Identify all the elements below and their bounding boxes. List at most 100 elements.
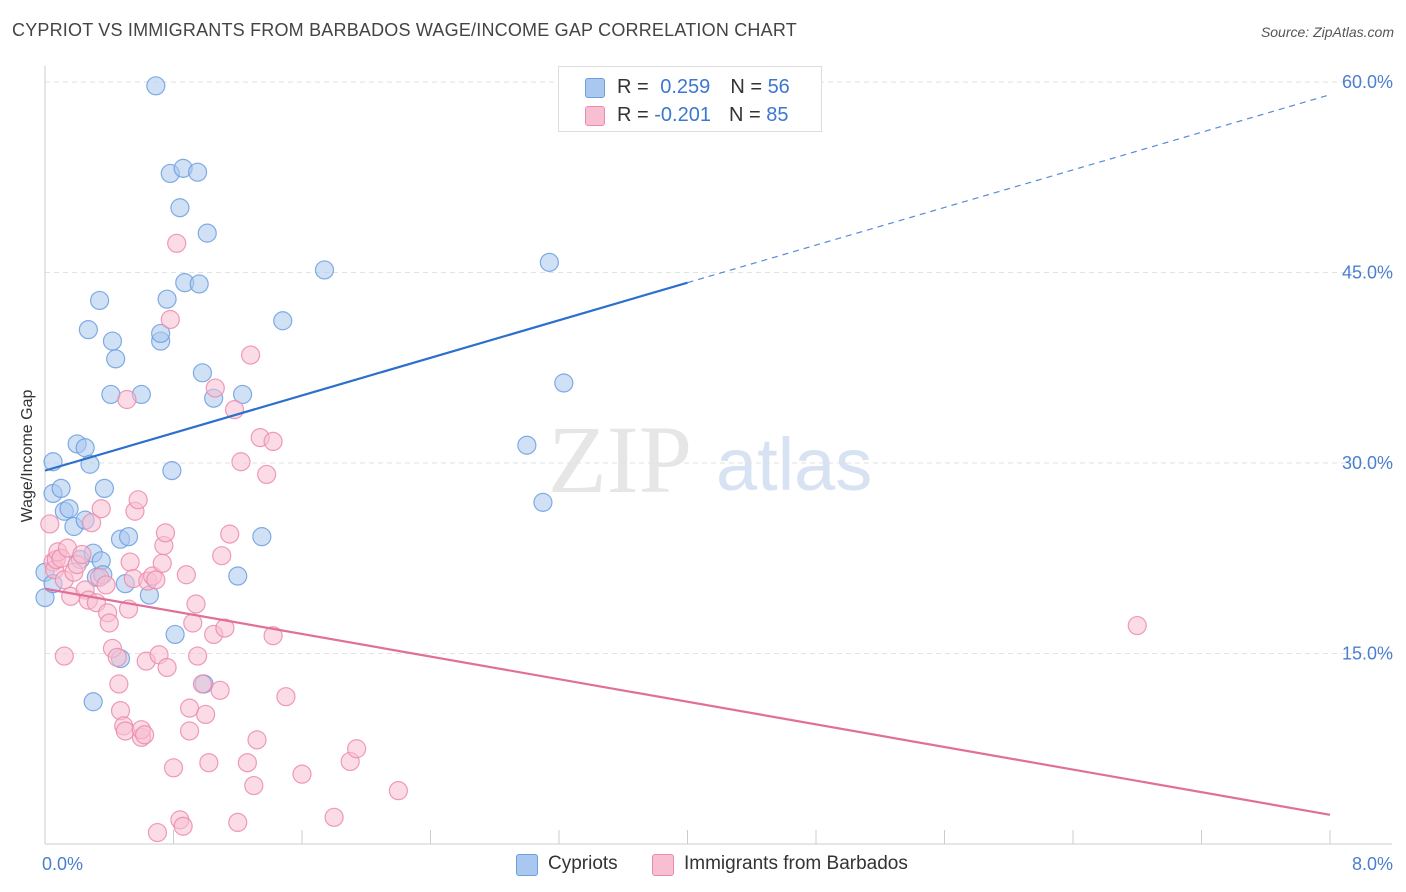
point-cypriots: [165, 624, 185, 645]
point-barbados: [263, 626, 283, 646]
point-barbados: [205, 378, 225, 398]
legend-swatch-pink: [652, 854, 674, 876]
trend-line-cypriots-extension: [687, 94, 1331, 284]
point-cypriots: [539, 252, 559, 272]
point-cypriots: [106, 349, 126, 369]
point-barbados: [179, 721, 200, 741]
point-cypriots: [146, 76, 166, 96]
point-cypriots: [90, 290, 110, 311]
point-cypriots: [151, 323, 171, 344]
point-barbados: [263, 431, 283, 452]
axes: [44, 66, 1392, 845]
point-cypriots: [252, 527, 272, 547]
point-cypriots: [228, 566, 248, 586]
point-cypriots: [554, 373, 574, 393]
point-barbados: [117, 389, 137, 410]
point-barbados: [215, 618, 235, 638]
point-cypriots: [189, 274, 209, 294]
point-cypriots: [83, 692, 103, 712]
point-barbados: [167, 233, 187, 253]
point-barbados: [196, 704, 216, 725]
tick-labels: 15.0% 30.0% 45.0% 60.0% 0.0% 8.0%: [42, 72, 1393, 874]
y-tick-label: 45.0%: [1342, 263, 1393, 283]
point-barbados: [388, 781, 408, 801]
trend-line-cypriots: [44, 281, 688, 472]
legend-label: Cypriots: [548, 853, 618, 874]
point-barbados: [157, 657, 177, 678]
point-cypriots: [273, 311, 293, 331]
point-barbados: [186, 594, 206, 614]
point-cypriots: [51, 478, 71, 498]
point-cypriots: [192, 363, 213, 383]
point-barbados: [324, 807, 344, 827]
point-barbados: [155, 523, 176, 543]
legend-swatch-blue: [516, 854, 538, 876]
stats-r-value: -0.201: [654, 104, 711, 126]
point-barbados: [146, 570, 166, 590]
point-barbados: [231, 452, 251, 472]
point-barbados: [115, 721, 135, 741]
point-cypriots: [232, 384, 253, 405]
point-cypriots: [314, 260, 335, 280]
stats-n-value: 56: [767, 76, 790, 98]
watermark-atlas: atlas: [716, 423, 872, 506]
legend: Cypriots Immigrants from Barbados: [0, 850, 1406, 880]
stats-swatch-blue: [585, 78, 605, 98]
point-barbados: [173, 816, 193, 836]
stats-r-label: R =: [617, 104, 655, 126]
stats-box: R = 0.259 N = 56 R = -0.201 N = 85: [558, 66, 822, 132]
point-cypriots: [102, 331, 123, 351]
point-cypriots: [170, 198, 190, 218]
point-barbados: [128, 490, 148, 510]
point-barbados: [247, 730, 267, 750]
point-barbados: [220, 524, 240, 544]
x-tick-label: 8.0%: [1352, 854, 1393, 874]
point-barbados: [187, 646, 208, 666]
stats-swatch-pink: [585, 106, 605, 126]
point-barbados: [107, 647, 127, 667]
point-cypriots: [118, 527, 139, 547]
point-barbados: [292, 764, 312, 784]
stats-r-label: R =: [617, 76, 655, 98]
point-barbados: [99, 613, 119, 633]
point-barbados: [212, 546, 232, 566]
point-barbados: [40, 514, 60, 534]
point-barbados: [228, 812, 248, 833]
point-barbados: [244, 775, 264, 796]
stats-n-label: N =: [730, 76, 768, 98]
point-barbados: [176, 565, 196, 585]
point-barbados: [109, 674, 129, 694]
point-barbados: [192, 674, 213, 694]
point-barbados: [237, 753, 257, 773]
point-cypriots: [94, 478, 115, 498]
point-barbados: [241, 345, 261, 365]
point-barbados: [147, 822, 168, 843]
point-barbados: [179, 698, 200, 718]
point-cypriots: [75, 438, 95, 458]
point-barbados: [54, 646, 74, 666]
point-barbados: [91, 499, 111, 519]
point-cypriots: [187, 162, 208, 182]
point-barbados: [163, 758, 184, 778]
point-cypriots: [78, 320, 98, 340]
point-barbados: [347, 739, 367, 759]
trend-lines: [44, 94, 1331, 816]
stats-n-value: 85: [766, 104, 789, 126]
point-barbados: [1127, 615, 1147, 636]
point-cypriots: [197, 223, 217, 243]
point-barbados: [96, 575, 116, 595]
stats-r-value: 0.259: [660, 76, 711, 98]
source-note: Source: ZipAtlas.com: [1260, 24, 1394, 40]
point-cypriots: [101, 384, 121, 405]
y-tick-label: 15.0%: [1342, 644, 1393, 664]
point-barbados: [152, 553, 172, 573]
point-barbados: [134, 725, 155, 745]
point-cypriots: [533, 492, 553, 512]
point-barbados: [81, 513, 102, 533]
point-barbados: [72, 544, 92, 565]
stats-n-label: N =: [728, 104, 767, 126]
point-cypriots: [517, 435, 537, 455]
point-barbados: [257, 464, 277, 485]
point-barbados: [210, 680, 230, 700]
